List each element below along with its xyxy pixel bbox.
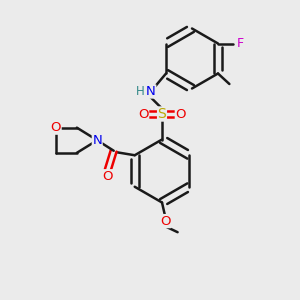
Text: F: F: [236, 37, 243, 50]
Text: N: N: [146, 85, 156, 98]
Text: O: O: [176, 107, 186, 121]
Text: H: H: [135, 85, 144, 98]
Text: N: N: [92, 134, 102, 147]
Text: O: O: [160, 214, 171, 228]
Text: O: O: [51, 121, 61, 134]
Text: O: O: [138, 107, 149, 121]
Text: S: S: [158, 107, 166, 121]
Text: O: O: [103, 170, 113, 183]
